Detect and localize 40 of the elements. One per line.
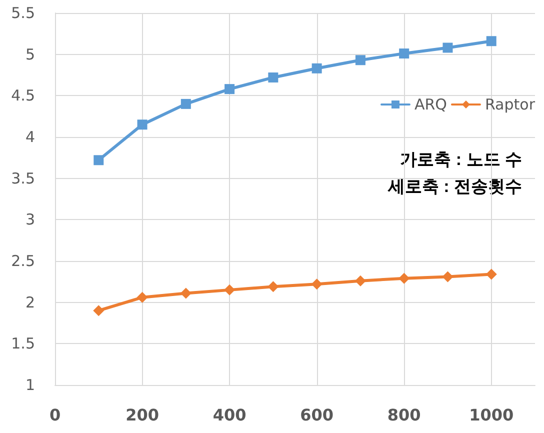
y-tick-label: 2.5	[11, 252, 35, 270]
legend-label: Raptor	[484, 96, 536, 114]
point	[312, 63, 322, 74]
y-tick-label: 5.5	[11, 4, 35, 22]
y-tick-label: 3	[25, 210, 35, 229]
x-tick-label: 600	[300, 406, 334, 424]
annotation: 가로축 : 노드 수	[400, 150, 522, 169]
point	[180, 98, 191, 109]
point	[398, 272, 410, 284]
y-tick-label: 3.5	[11, 169, 35, 188]
point	[354, 275, 366, 286]
point	[268, 72, 278, 82]
y-tick-label: 4.5	[11, 86, 35, 105]
x-tick-label: 0	[49, 406, 61, 424]
y-tick-label: 1.5	[11, 334, 35, 353]
point	[224, 284, 236, 296]
x-tick-label: 200	[126, 406, 159, 424]
point	[311, 278, 322, 290]
point	[355, 55, 366, 66]
annotation: 세로축 : 전송횟수	[386, 177, 522, 196]
point	[442, 42, 453, 53]
x-tick-label: 1000	[469, 406, 514, 424]
point	[486, 36, 496, 46]
point	[137, 120, 148, 130]
point	[180, 288, 192, 299]
point	[136, 292, 148, 303]
legend-label: ARQ	[414, 96, 447, 114]
point	[399, 48, 410, 59]
y-tick-label: 2	[25, 293, 35, 312]
y-tick-label: 1	[25, 376, 35, 394]
point	[268, 281, 279, 292]
y-tick-label: 4	[25, 128, 35, 146]
point	[442, 271, 454, 282]
point	[486, 268, 497, 280]
point	[94, 155, 104, 166]
y-tick-label: 5	[25, 45, 35, 64]
x-tick-label: 400	[212, 406, 246, 424]
x-tick-label: 800	[387, 406, 421, 424]
point	[93, 305, 104, 316]
point	[224, 84, 235, 94]
